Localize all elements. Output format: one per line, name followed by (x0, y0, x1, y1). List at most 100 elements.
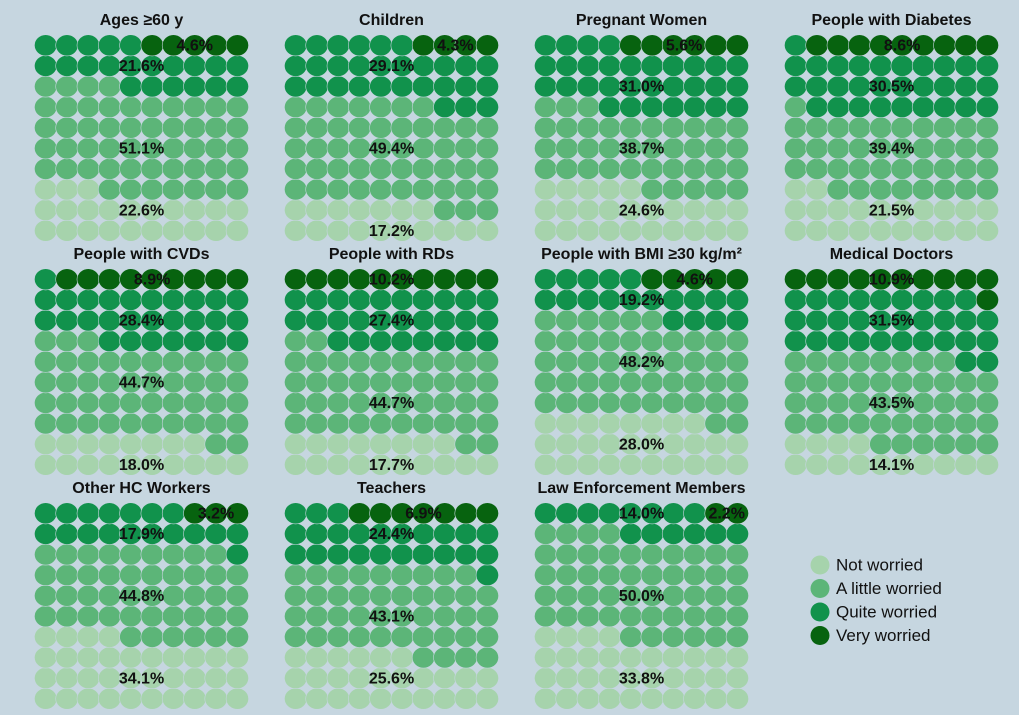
waffle-cell (433, 667, 457, 690)
waffle-cell (140, 502, 164, 525)
waffle-cell (683, 687, 707, 710)
waffle-cell (183, 330, 207, 353)
waffle-cell (869, 157, 893, 180)
waffle-cell (284, 116, 308, 139)
waffle-cell (661, 199, 686, 222)
waffle-cell (911, 330, 936, 353)
waffle-cell (576, 667, 600, 690)
waffle-cell (911, 157, 936, 180)
waffle-cell (619, 96, 643, 119)
waffle-cell (454, 626, 478, 648)
waffle-cell (369, 687, 393, 710)
waffle-cell (183, 453, 207, 476)
waffle-cell (34, 433, 58, 456)
waffle-cell (140, 391, 164, 414)
waffle-cell (34, 543, 58, 566)
waffle-cell (975, 412, 999, 435)
waffle-cell (784, 137, 808, 160)
waffle-cell (76, 412, 100, 435)
value-label: 2.2% (708, 506, 744, 523)
waffle-cell (805, 116, 829, 139)
waffle-cell (411, 75, 436, 98)
value-label: 28.0% (619, 436, 664, 453)
waffle-cell (454, 687, 478, 710)
waffle-cell (640, 330, 664, 353)
waffle-cell (140, 412, 164, 435)
waffle-cell (597, 687, 622, 710)
waffle-cell (204, 137, 228, 160)
waffle-cell (347, 199, 372, 222)
waffle-cell (305, 391, 329, 414)
waffle-cell (119, 564, 143, 587)
waffle-cell (704, 157, 728, 180)
waffle-cell (704, 543, 728, 566)
waffle-cell (725, 268, 749, 291)
waffle-cell (954, 34, 978, 57)
value-label: 4.6% (177, 38, 213, 55)
waffle-cell (555, 564, 579, 587)
waffle-cell (454, 268, 478, 291)
waffle-cell (576, 157, 600, 180)
waffle-cell (805, 34, 829, 57)
waffle-cell (576, 288, 600, 311)
waffle-cell (555, 523, 579, 545)
waffle-cell (597, 75, 622, 98)
waffle-cell (55, 34, 79, 57)
waffle-cell (326, 667, 350, 690)
waffle-cell (98, 268, 122, 291)
waffle-cell (119, 433, 143, 456)
waffle-cell (576, 502, 600, 525)
waffle-cell (55, 199, 79, 222)
waffle-cell (347, 687, 372, 710)
waffle-cell (284, 199, 308, 222)
waffle-cell (98, 564, 122, 587)
waffle-cell (454, 543, 478, 566)
waffle-cell (326, 626, 350, 648)
waffle-cell (55, 371, 79, 394)
legend-label: Quite worried (836, 602, 937, 621)
waffle-cell (576, 543, 600, 566)
waffle-cell (534, 564, 558, 587)
waffle-cell (725, 605, 749, 628)
waffle-cell (597, 268, 622, 291)
waffle-cell (55, 564, 79, 587)
waffle-cell (183, 219, 207, 242)
waffle-cell (555, 543, 579, 566)
waffle-cell (555, 268, 579, 291)
waffle-cell (183, 584, 207, 607)
waffle-cell (76, 605, 100, 628)
waffle-cell (161, 626, 185, 648)
waffle-cell (619, 157, 643, 180)
legend-swatch (810, 579, 830, 598)
waffle-cell (784, 268, 808, 291)
waffle-cell (911, 391, 936, 414)
waffle-cell (725, 96, 749, 119)
waffle-cell (119, 687, 143, 710)
waffle-cell (619, 309, 643, 332)
value-label: 30.5% (869, 79, 914, 96)
value-label: 28.4% (119, 313, 164, 330)
waffle-cell (869, 96, 893, 119)
waffle-cell (225, 646, 249, 669)
value-label: 19.2% (619, 292, 664, 309)
waffle-cell (284, 219, 308, 242)
waffle-cell (725, 371, 749, 394)
waffle-cell (326, 371, 350, 394)
waffle-cell (534, 584, 558, 607)
value-label: 27.4% (369, 313, 414, 330)
waffle-cell (390, 178, 414, 201)
waffle-cell (475, 667, 499, 690)
waffle-cell (805, 391, 829, 414)
waffle-cell (76, 309, 100, 332)
waffle-cell (704, 219, 728, 242)
value-label: 31.5% (869, 313, 914, 330)
waffle-cell (475, 412, 499, 435)
waffle-cell (183, 199, 207, 222)
waffle-cell (911, 453, 936, 476)
waffle-cell (619, 646, 643, 669)
waffle-cell (784, 350, 808, 373)
waffle-cell (119, 626, 143, 648)
value-label: 51.1% (119, 141, 164, 158)
waffle-cell (369, 116, 393, 139)
waffle-cell (597, 502, 622, 525)
